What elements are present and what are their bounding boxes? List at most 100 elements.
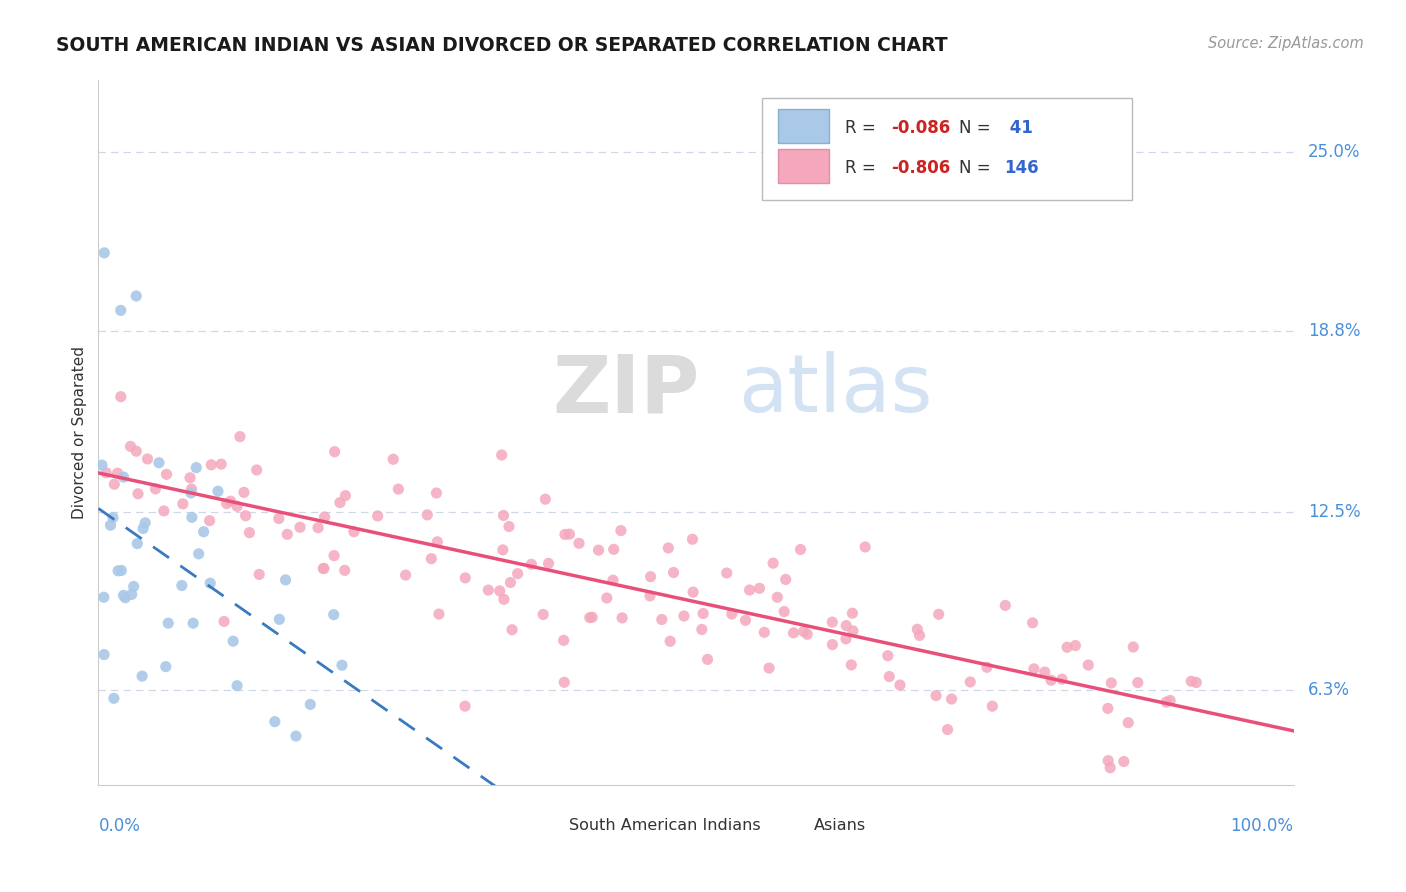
Point <box>181 616 204 631</box>
Point <box>638 589 661 603</box>
Point <box>936 723 959 737</box>
Point <box>610 524 633 538</box>
Point <box>120 439 142 453</box>
Point <box>107 466 129 480</box>
Point <box>1112 755 1135 769</box>
Point <box>716 566 738 580</box>
Point <box>748 582 770 596</box>
Point <box>1021 615 1043 630</box>
Point <box>1022 662 1045 676</box>
Point <box>640 570 662 584</box>
Text: -0.806: -0.806 <box>891 160 950 178</box>
Point <box>553 675 575 690</box>
Point <box>238 525 260 540</box>
Point <box>558 527 581 541</box>
Point <box>180 486 202 500</box>
Text: 18.8%: 18.8% <box>1308 321 1361 340</box>
Point <box>692 607 714 621</box>
Point <box>198 514 221 528</box>
Point <box>110 564 132 578</box>
Point <box>905 622 928 636</box>
Point <box>132 521 155 535</box>
Point <box>148 456 170 470</box>
Point <box>103 691 125 706</box>
Point <box>762 556 785 570</box>
Text: Asians: Asians <box>814 818 866 832</box>
Point <box>110 303 132 318</box>
Point <box>981 699 1004 714</box>
Point <box>773 605 796 619</box>
Text: -0.086: -0.086 <box>891 120 950 137</box>
Point <box>602 542 624 557</box>
Point <box>1099 676 1122 690</box>
Point <box>134 516 156 530</box>
Point <box>537 557 560 571</box>
Point <box>853 540 876 554</box>
Point <box>288 520 311 534</box>
Point <box>323 444 346 458</box>
Point <box>1185 675 1208 690</box>
Point <box>492 592 515 607</box>
Point <box>477 583 499 598</box>
Point <box>1122 640 1144 654</box>
Point <box>269 612 291 626</box>
Point <box>121 587 143 601</box>
Point <box>588 543 610 558</box>
Point <box>877 669 900 683</box>
Point <box>499 575 522 590</box>
Point <box>492 542 515 557</box>
Text: 12.5%: 12.5% <box>1308 503 1361 521</box>
Point <box>657 541 679 555</box>
Point <box>246 463 269 477</box>
Point <box>387 482 409 496</box>
Point <box>100 518 122 533</box>
Point <box>876 648 898 663</box>
Point <box>127 536 149 550</box>
Text: N =: N = <box>959 160 995 178</box>
Point <box>207 484 229 499</box>
Point <box>235 508 257 523</box>
Point <box>96 466 118 480</box>
FancyBboxPatch shape <box>779 149 828 183</box>
Point <box>889 678 911 692</box>
Point <box>839 657 862 672</box>
Point <box>93 245 115 260</box>
Point <box>492 508 515 523</box>
Point <box>835 632 858 646</box>
Point <box>343 524 366 539</box>
Point <box>672 609 695 624</box>
Point <box>425 486 447 500</box>
Point <box>976 660 998 674</box>
Text: atlas: atlas <box>738 351 932 429</box>
Point <box>200 458 222 472</box>
Point <box>103 477 125 491</box>
Point <box>775 573 797 587</box>
Point <box>329 495 352 509</box>
Point <box>578 610 600 624</box>
Point <box>427 607 450 621</box>
Point <box>925 689 948 703</box>
Point <box>1033 665 1056 679</box>
Point <box>662 566 685 580</box>
Point <box>682 585 704 599</box>
Point <box>157 616 180 631</box>
Point <box>274 573 297 587</box>
Point <box>112 589 135 603</box>
Point <box>426 534 449 549</box>
Point <box>312 561 335 575</box>
Point <box>690 623 713 637</box>
Text: R =: R = <box>845 120 882 137</box>
Point <box>1180 674 1202 689</box>
Point <box>841 606 863 620</box>
Point <box>1077 658 1099 673</box>
Point <box>198 576 221 591</box>
Text: South American Indians: South American Indians <box>569 818 761 832</box>
Point <box>596 591 619 605</box>
Point <box>215 497 238 511</box>
Point <box>229 430 252 444</box>
Point <box>734 613 756 627</box>
Text: 146: 146 <box>1004 160 1039 178</box>
Point <box>1040 673 1063 688</box>
Text: ZIP: ZIP <box>553 351 700 429</box>
Point <box>112 470 135 484</box>
